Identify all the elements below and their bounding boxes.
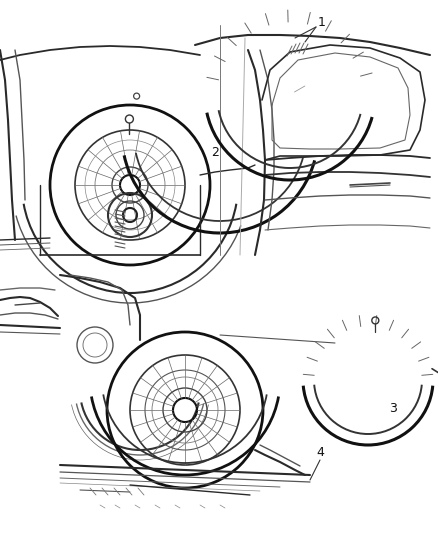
Text: 3: 3 [389,401,397,415]
Text: 4: 4 [316,446,324,458]
Text: 1: 1 [318,15,326,28]
Text: 2: 2 [211,147,219,159]
